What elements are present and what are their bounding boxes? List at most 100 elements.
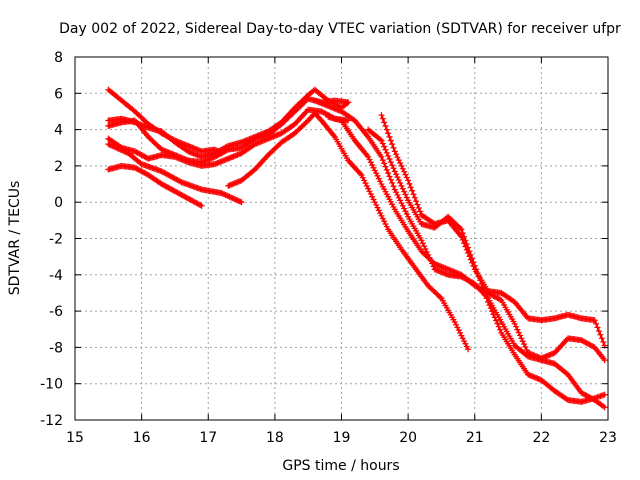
data-point xyxy=(519,338,526,345)
data-point xyxy=(394,174,401,181)
data-point xyxy=(382,146,389,153)
data-point xyxy=(221,191,228,198)
y-tick-label: -10 xyxy=(40,377,63,393)
data-point xyxy=(430,263,437,270)
data-point xyxy=(423,248,430,255)
data-point xyxy=(389,141,396,148)
data-point xyxy=(426,254,433,261)
data-point xyxy=(515,329,522,336)
data-point xyxy=(227,194,234,201)
y-tick-label: -8 xyxy=(49,340,63,356)
data-point xyxy=(386,156,393,163)
data-point xyxy=(370,164,377,171)
data-point xyxy=(601,404,608,411)
data-point xyxy=(345,99,352,106)
data-point xyxy=(177,178,184,185)
data-point xyxy=(475,273,482,280)
data-point xyxy=(563,370,570,377)
x-tick-label: 18 xyxy=(266,430,284,446)
data-point xyxy=(303,118,310,125)
data-point xyxy=(223,147,230,154)
x-tick-label: 23 xyxy=(599,430,617,446)
data-point xyxy=(234,197,241,204)
data-point xyxy=(115,145,122,152)
data-point xyxy=(593,320,600,327)
x-tick-label: 22 xyxy=(532,430,550,446)
data-point xyxy=(482,291,489,298)
data-point xyxy=(387,159,394,166)
data-point xyxy=(366,156,373,163)
data-point xyxy=(367,191,374,198)
data-point xyxy=(466,248,473,255)
data-point xyxy=(391,168,398,175)
data-point xyxy=(595,328,602,335)
data-point xyxy=(393,171,400,178)
data-point xyxy=(459,335,466,342)
data-point xyxy=(379,140,386,147)
data-point xyxy=(375,207,382,214)
data-point xyxy=(405,177,412,184)
data-point xyxy=(394,154,401,161)
data-point xyxy=(399,165,406,172)
data-point xyxy=(511,320,518,327)
data-point xyxy=(117,146,124,153)
series-satellite-2 xyxy=(105,95,352,166)
data-point xyxy=(465,244,472,251)
data-point xyxy=(198,202,205,209)
data-point xyxy=(371,199,378,206)
data-point xyxy=(417,208,424,215)
data-point xyxy=(594,324,601,331)
data-point xyxy=(474,269,481,276)
data-point xyxy=(369,193,376,200)
data-point xyxy=(458,332,465,339)
data-point xyxy=(370,196,377,203)
data-point xyxy=(395,157,402,164)
data-point xyxy=(383,223,390,230)
data-point xyxy=(407,184,414,191)
data-point xyxy=(518,335,525,342)
data-point xyxy=(399,185,406,192)
series-satellite-11 xyxy=(365,126,608,405)
x-tick-label: 16 xyxy=(133,430,151,446)
data-point xyxy=(386,133,393,140)
data-point xyxy=(107,142,114,149)
data-point xyxy=(494,320,501,327)
y-tick-label: 8 xyxy=(54,50,63,66)
x-tick-label: 17 xyxy=(199,430,217,446)
data-point xyxy=(365,153,372,160)
series-satellite-3 xyxy=(105,86,225,157)
data-point xyxy=(378,112,385,119)
data-point xyxy=(522,344,529,351)
data-point xyxy=(378,212,385,219)
data-point xyxy=(374,204,381,211)
data-point xyxy=(365,185,372,192)
data-point xyxy=(463,240,470,247)
data-point xyxy=(497,296,504,303)
data-point xyxy=(467,251,474,258)
data-point xyxy=(122,148,129,155)
data-point xyxy=(223,192,230,199)
data-point xyxy=(410,191,417,198)
data-point xyxy=(429,260,436,267)
data-point xyxy=(401,188,408,195)
data-point xyxy=(598,335,605,342)
series-satellite-6 xyxy=(105,141,245,206)
data-point xyxy=(454,324,461,331)
data-point xyxy=(385,130,392,137)
series-line xyxy=(227,111,469,350)
data-point xyxy=(395,177,402,184)
series-satellite-4 xyxy=(105,106,352,169)
x-tick-label: 20 xyxy=(399,430,417,446)
data-point xyxy=(490,311,497,318)
data-point xyxy=(229,194,236,201)
data-series xyxy=(105,86,608,411)
data-point xyxy=(403,194,410,201)
data-point xyxy=(470,259,477,266)
data-point xyxy=(473,266,480,273)
data-point xyxy=(363,182,370,189)
data-point xyxy=(393,189,400,196)
data-point xyxy=(390,165,397,172)
data-point xyxy=(361,177,368,184)
data-point xyxy=(382,163,389,170)
y-tick-label: 4 xyxy=(54,123,63,139)
